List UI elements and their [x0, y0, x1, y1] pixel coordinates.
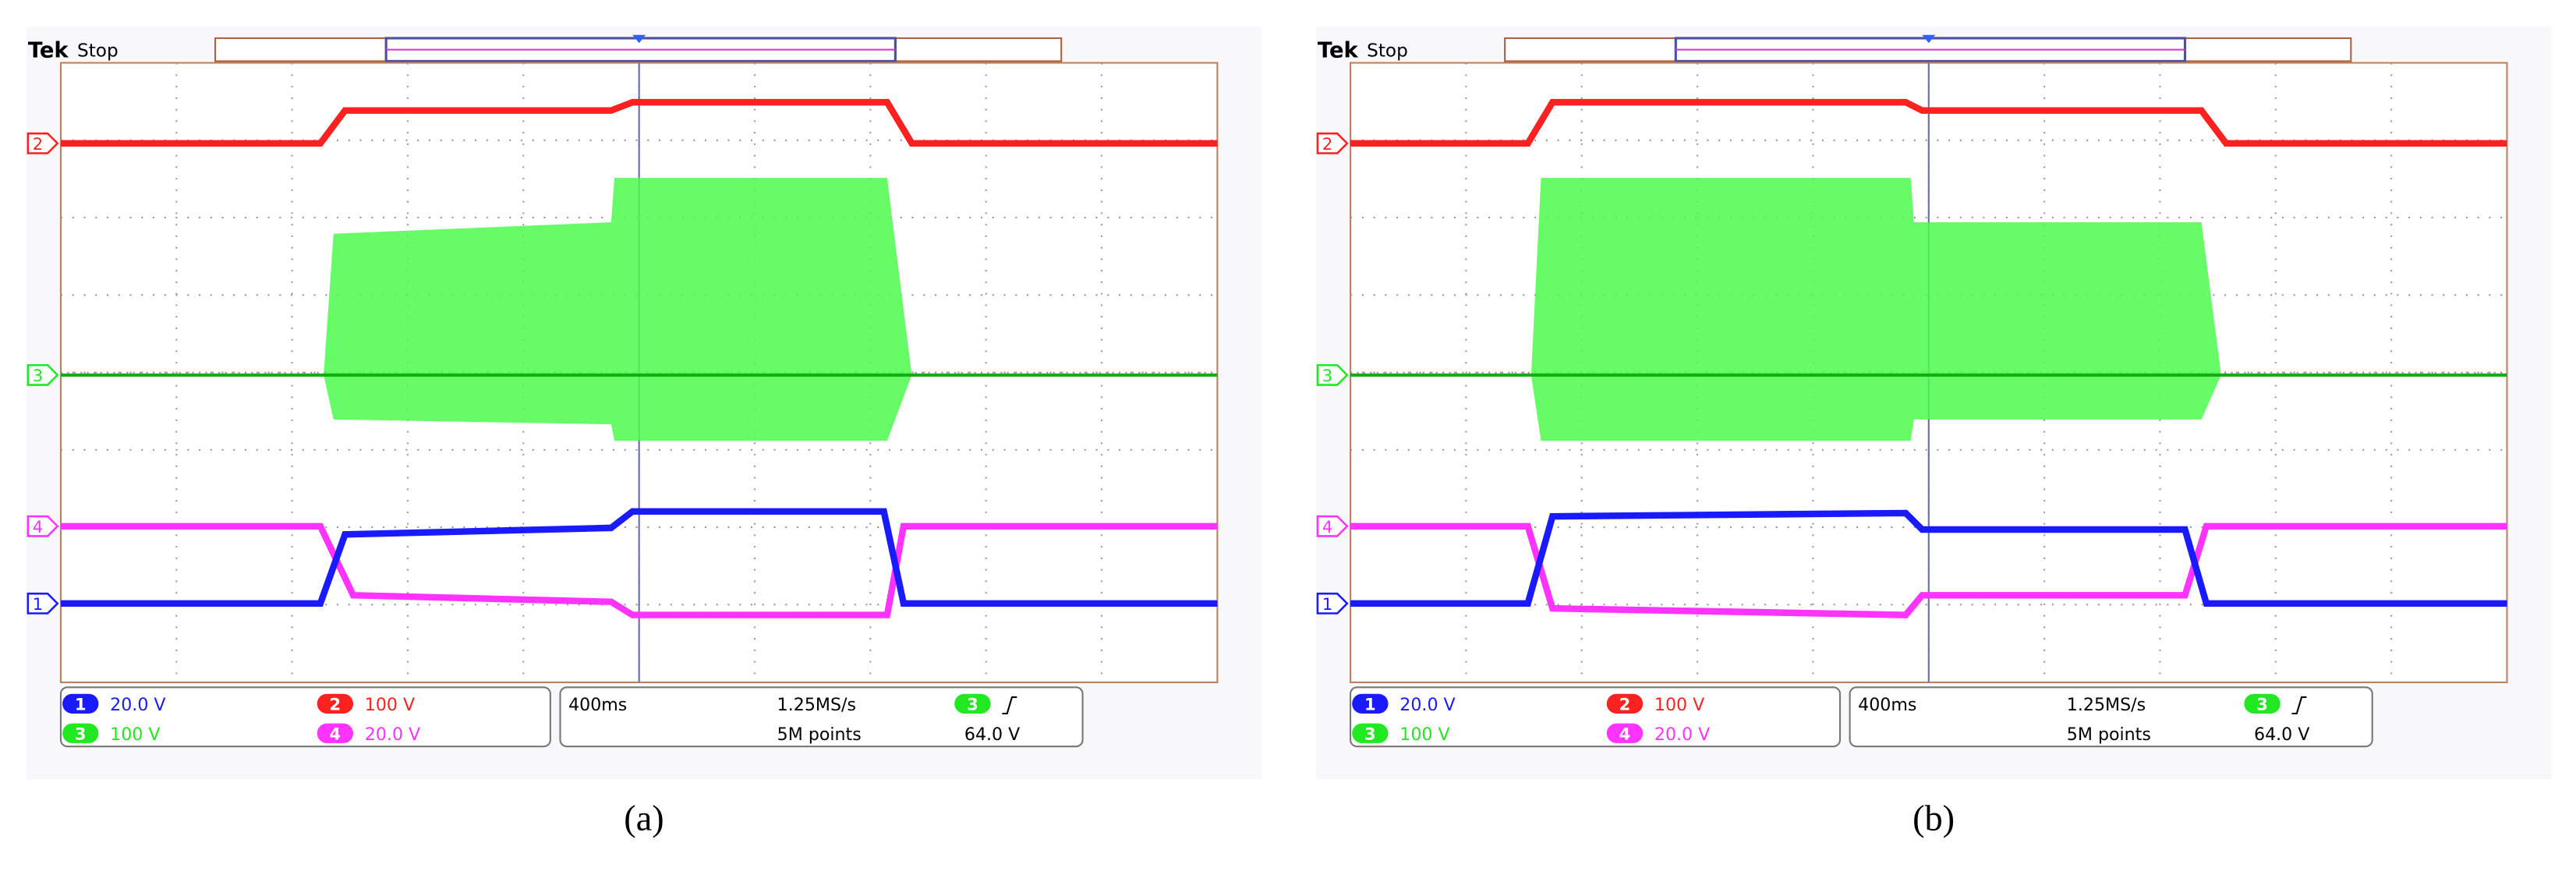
ch1-trace: [60, 508, 1218, 608]
badge-number: 4: [330, 724, 341, 743]
channel-scale: 20.0 V: [1654, 724, 1710, 745]
badge-number: 3: [75, 724, 87, 743]
channel-number: 3: [1322, 366, 1332, 385]
channel-number: 1: [1322, 594, 1332, 614]
channel-number: 2: [1322, 134, 1332, 154]
trigger-level: 64.0 V: [964, 724, 1020, 745]
scope-panel: Tek Stop 2 3 4 1 1 20.0 V 2 100 V 3 100 V 4 20.0 V 400…: [1315, 27, 2552, 839]
timebase: 400ms: [1858, 695, 1916, 715]
channel-marker: [27, 132, 59, 154]
timebase-box: [1849, 686, 2373, 748]
channel-badge: [62, 693, 99, 714]
trigger-source: 3: [2256, 694, 2268, 714]
channel-badge: [1606, 723, 1644, 743]
channel-marker: [27, 515, 59, 537]
badge-number: 1: [1364, 694, 1376, 714]
badge-number: 2: [330, 694, 341, 714]
badge-number: 4: [1619, 724, 1631, 743]
trigger-badge: [954, 693, 991, 714]
status: Stop: [77, 40, 119, 61]
record-length: 5M points: [777, 724, 862, 745]
trigger-slope: [2291, 696, 2307, 715]
sample-rate: 1.25MS/s: [2067, 695, 2146, 715]
channel-scale: 20.0 V: [1399, 695, 1455, 715]
channel-scale: 100 V: [1399, 724, 1449, 745]
channel-badge: [1606, 693, 1644, 714]
channel-badge: [317, 723, 354, 743]
ch4-trace: [1350, 523, 2507, 618]
channel-box: [1350, 686, 1842, 748]
channel-scale: 100 V: [365, 695, 415, 715]
sample-rate: 1.25MS/s: [777, 695, 856, 715]
channel-badge: [1352, 723, 1389, 743]
ch4-trace: [60, 523, 1218, 618]
channel-marker: [27, 592, 59, 615]
scope-panel: Tek Stop 2 3 4 1 1 20.0 V 2 100 V 3 100 V 4 20.0 V 400…: [26, 27, 1262, 839]
channel-marker: [1316, 515, 1349, 537]
channel-scale: 100 V: [1654, 695, 1704, 715]
brand: Tek: [1318, 38, 1359, 62]
ch1-trace: [1350, 509, 2507, 608]
channel-badge: [1352, 693, 1389, 714]
badge-number: 1: [75, 694, 87, 714]
channel-number: 3: [33, 366, 43, 385]
badge-number: 3: [1364, 724, 1376, 743]
timebase-box: [559, 686, 1084, 748]
panel-label: (a): [624, 799, 663, 839]
status: Stop: [1367, 40, 1408, 61]
brand: Tek: [28, 38, 69, 62]
channel-number: 4: [1322, 517, 1332, 537]
channel-scale: 100 V: [110, 724, 160, 745]
record-length: 5M points: [2067, 724, 2151, 745]
channel-marker: [1316, 592, 1349, 615]
trigger-source: 3: [967, 694, 978, 714]
ch2-trace: [1350, 98, 2507, 147]
channel-marker: [1316, 364, 1349, 386]
trigger-badge: [2244, 693, 2281, 714]
channel-scale: 20.0 V: [365, 724, 420, 745]
channel-marker: [27, 364, 59, 386]
timebase: 400ms: [568, 695, 627, 715]
channel-badge: [317, 693, 354, 714]
channel-marker: [1316, 132, 1349, 154]
panel-label: (b): [1913, 799, 1955, 839]
trigger-level: 64.0 V: [2254, 724, 2309, 745]
trigger-pos: [632, 34, 646, 44]
trigger-pos: [1922, 34, 1936, 44]
channel-number: 1: [33, 594, 43, 614]
trigger-slope: [1002, 696, 1017, 715]
badge-number: 2: [1619, 694, 1631, 714]
channel-number: 4: [33, 517, 43, 537]
channel-box: [59, 686, 551, 748]
channel-scale: 20.0 V: [110, 695, 165, 715]
channel-badge: [62, 723, 99, 743]
channel-number: 2: [33, 134, 43, 154]
ch2-trace: [60, 98, 1218, 147]
